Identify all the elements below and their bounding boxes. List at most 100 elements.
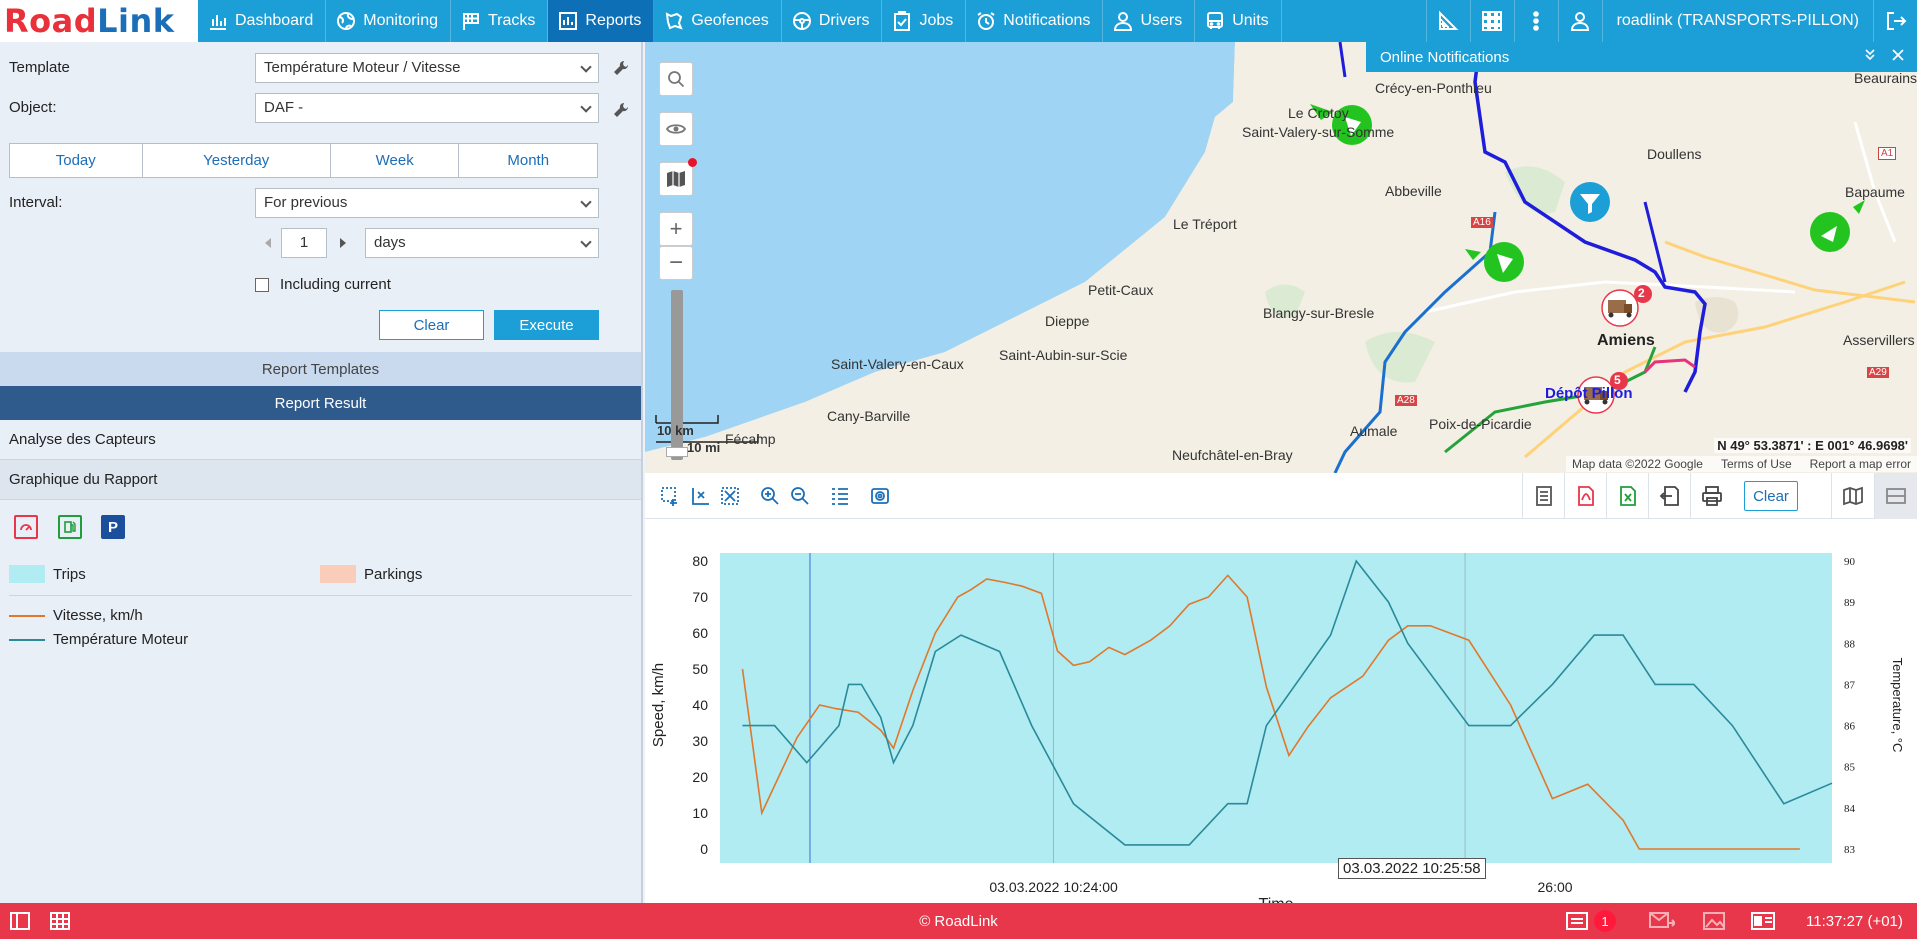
import-icon [1659,486,1679,506]
nav-users[interactable]: Users [1103,0,1196,42]
map-label: Dieppe [1045,313,1090,329]
result-item-sensor-analysis[interactable]: Analyse des Capteurs [0,420,641,460]
template-settings-wrench-icon[interactable] [612,59,630,77]
list-tool[interactable] [829,485,851,507]
period-week-button[interactable]: Week [331,144,460,177]
measure-tool-button[interactable] [1425,0,1470,42]
gallery-button[interactable] [1703,912,1725,933]
nav-drivers[interactable]: Drivers [782,0,883,42]
fuel-pump-toggle-icon[interactable] [58,515,82,539]
x-axis-label: Time [1259,896,1294,903]
period-yesterday-button[interactable]: Yesterday [143,144,331,177]
report-map-error-link[interactable]: Report a map error [1809,457,1911,471]
interval-select[interactable]: For previous [255,188,599,218]
track-dark-blue [1473,42,1707,393]
period-month-button[interactable]: Month [507,152,550,169]
report-icon [559,12,578,30]
legend-divider [9,595,632,596]
zoom-slider-handle[interactable] [666,447,688,457]
terms-of-use-link[interactable]: Terms of Use [1720,457,1792,471]
legend-series-temperature-label: Température Moteur [53,631,189,648]
zoom-in-tool[interactable] [759,485,781,507]
roadlink-logo[interactable]: Road Link [0,0,198,42]
apps-grid-button[interactable] [1469,0,1514,42]
map-canvas[interactable] [645,42,1917,473]
map-layers-button[interactable] [659,162,693,196]
execute-button[interactable]: Execute [494,310,599,340]
report-templates-header[interactable]: Report Templates [0,352,641,386]
online-notifications-panel: Online Notifications [1366,42,1917,72]
zoom-slider-track[interactable] [671,290,683,460]
map-toggle-button[interactable] [1831,473,1874,519]
template-select[interactable]: Température Moteur / Vitesse [255,53,599,83]
messages-button[interactable] [1566,911,1588,934]
result-item-report-chart[interactable]: Graphique du Rapport [0,460,641,500]
import-button[interactable] [1648,473,1690,519]
sms-button[interactable] [1649,912,1677,933]
report-chart[interactable]: 0 10 20 30 40 50 60 70 80 83 84 85 86 87 88 89 90 03.03.2… [645,519,1917,913]
report-panel: Template Température Moteur / Vitesse Ob… [0,42,643,903]
increment-arrow-icon[interactable] [340,238,346,248]
close-icon[interactable] [1891,48,1905,66]
account-name[interactable]: roadlink (TRANSPORTS-PILLON) [1601,0,1873,42]
map-view[interactable]: 2 5 Crécy-en-Ponthieu Le Crotoy Saint-Va… [645,42,1917,473]
legend-parkings-label: Parkings [364,565,423,583]
map-label: Doullens [1647,146,1702,162]
nav-notifications[interactable]: Notifications [966,0,1104,42]
chart-svg[interactable]: 0 10 20 30 40 50 60 70 80 83 84 85 86 87 88 89 90 03.03.2… [645,519,1917,913]
object-settings-wrench-icon[interactable] [612,101,630,119]
logout-button[interactable] [1873,0,1917,42]
nav-jobs[interactable]: Jobs [882,0,967,42]
map-search-button[interactable] [659,62,693,96]
interval-unit-select[interactable]: days [365,228,599,258]
chart-clear-button[interactable]: Clear [1744,481,1798,511]
tiles-toggle-button[interactable] [50,911,70,934]
nav-reports[interactable]: Reports [548,0,655,42]
account-avatar-button[interactable] [1557,0,1602,42]
speedometer-toggle-icon[interactable] [14,515,38,539]
period-today-button[interactable]: Today [10,144,143,177]
clock: 11:37:27 (+01) [1806,913,1903,930]
report-result-header[interactable]: Report Result [0,386,641,420]
nav-label: Dashboard [235,12,314,29]
panel-toggle-button[interactable] [10,911,30,934]
map-visibility-button[interactable] [659,112,693,146]
more-menu-button[interactable] [1513,0,1558,42]
decrement-arrow-icon[interactable] [265,238,271,248]
nav-tracks[interactable]: Tracks [451,0,549,42]
export-document-button[interactable] [1522,473,1564,519]
fit-tool[interactable] [719,485,741,507]
track-green [1444,346,1657,454]
period-quick-select: Today Yesterday Week Month [9,143,598,178]
snapshot-tool[interactable] [869,485,891,507]
y2-tick-label: 86 [1844,721,1856,733]
select-zoom-tool[interactable] [659,485,681,507]
legend-parkings: Parkings [320,565,422,583]
track-pink [1643,358,1696,374]
x-axis-zoom-tool[interactable] [689,485,711,507]
interval-count-input[interactable]: 1 [281,228,327,258]
collapse-double-chevron-icon[interactable] [1863,47,1877,64]
export-pdf-button[interactable] [1564,473,1606,519]
nav-units[interactable]: Units [1195,0,1282,42]
reports-panel-button[interactable] [1751,912,1775,933]
split-view-button[interactable] [1874,473,1917,519]
y2-tick-label: 87 [1844,679,1856,691]
nav-geofences[interactable]: Geofences [654,0,782,42]
nav-dashboard[interactable]: Dashboard [198,0,327,42]
zoom-in-button[interactable]: + [659,212,693,246]
print-button[interactable] [1690,473,1732,519]
y2-tick-label: 89 [1844,597,1856,609]
parking-toggle-icon[interactable]: P [101,515,125,539]
select-area-icon [661,487,677,506]
nav-monitoring[interactable]: Monitoring [326,0,451,42]
map-label: Crécy-en-Ponthieu [1375,80,1492,96]
object-select[interactable]: DAF - [255,93,599,123]
zoom-out-button[interactable]: − [659,246,693,280]
speed-line-swatch [9,614,45,617]
clear-button[interactable]: Clear [379,310,484,340]
export-excel-button[interactable] [1606,473,1648,519]
including-current-checkbox[interactable] [255,278,269,292]
grid-icon [1482,11,1503,31]
zoom-out-tool[interactable] [789,485,811,507]
